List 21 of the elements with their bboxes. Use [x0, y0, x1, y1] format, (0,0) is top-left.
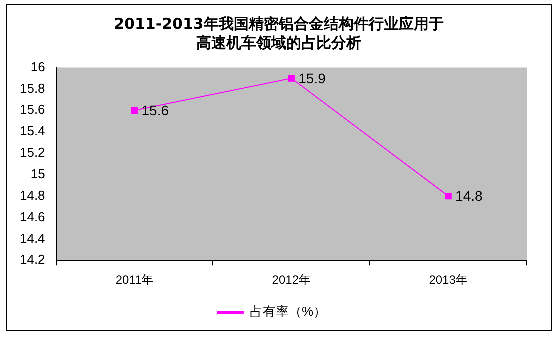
- x-tick-label: 2013年: [429, 273, 468, 288]
- legend-label: 占有率（%）: [250, 304, 327, 320]
- y-tick-label: 14.4: [20, 230, 46, 246]
- data-label: 15.6: [142, 102, 170, 119]
- y-tick-label: 15.2: [20, 145, 46, 160]
- y-tick-label: 15.8: [20, 80, 46, 96]
- y-tick-label: 14.8: [20, 188, 46, 203]
- data-label: 15.9: [298, 70, 326, 86]
- y-tick-label: 15.6: [20, 102, 46, 118]
- y-tick-label: 16: [30, 59, 46, 74]
- point: [288, 75, 295, 82]
- x-tick-label: 2012年: [272, 273, 311, 288]
- y-tick-label: 15: [30, 166, 46, 182]
- y-tick-label: 14.6: [20, 209, 46, 224]
- y-tick-label: 14.2: [20, 252, 46, 268]
- data-label: 14.8: [456, 188, 484, 204]
- x-tick-label: 2011年: [116, 273, 154, 288]
- point: [131, 107, 138, 114]
- chart-title: 2011-2013年我国精密铝合金结构件行业应用于高速机车领域的占比分析: [114, 15, 444, 53]
- y-tick-label: 15.4: [20, 124, 46, 139]
- point: [445, 193, 452, 200]
